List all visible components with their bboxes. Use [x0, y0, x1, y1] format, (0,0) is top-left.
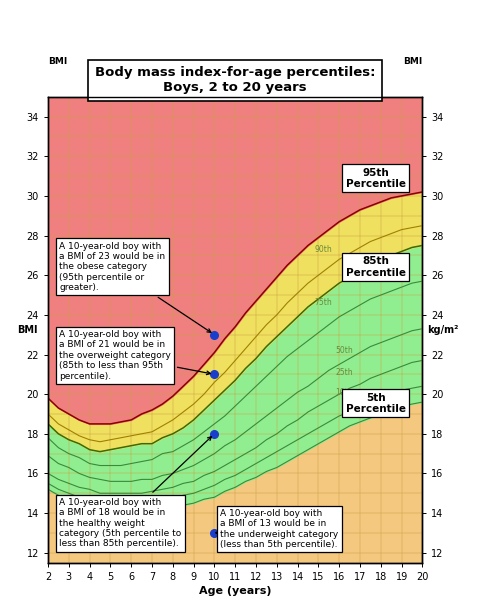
X-axis label: Age (years): Age (years) [199, 586, 272, 596]
Text: 75th: 75th [314, 298, 332, 307]
Text: 5th
Percentile: 5th Percentile [346, 393, 406, 414]
Text: BMI: BMI [48, 57, 67, 67]
Text: 50th: 50th [335, 346, 353, 355]
Text: A 10-year-old boy with
a BMI of 21 would be in
the overweight category
(85th to : A 10-year-old boy with a BMI of 21 would… [59, 330, 210, 381]
Text: 95th
Percentile: 95th Percentile [346, 168, 406, 189]
Text: 85th
Percentile: 85th Percentile [346, 256, 406, 278]
Text: Body mass index-for-age percentiles:
Boys, 2 to 20 years: Body mass index-for-age percentiles: Boy… [95, 67, 375, 94]
Text: 90th: 90th [314, 245, 332, 254]
Text: A 10-year-old boy with
a BMI of 23 would be in
the obese category
(95th percenti: A 10-year-old boy with a BMI of 23 would… [59, 241, 211, 332]
Text: BMI: BMI [17, 325, 37, 335]
Text: 10th: 10th [335, 388, 353, 397]
Text: 25th: 25th [335, 368, 353, 377]
Text: A 10-year-old boy with
a BMI of 13 would be in
the underweight category
(less th: A 10-year-old boy with a BMI of 13 would… [216, 509, 338, 549]
Text: kg/m²: kg/m² [427, 325, 459, 335]
Text: A 10-year-old boy with
a BMI of 18 would be in
the healthy weight
category (5th : A 10-year-old boy with a BMI of 18 would… [59, 437, 211, 548]
Text: BMI: BMI [403, 57, 422, 67]
